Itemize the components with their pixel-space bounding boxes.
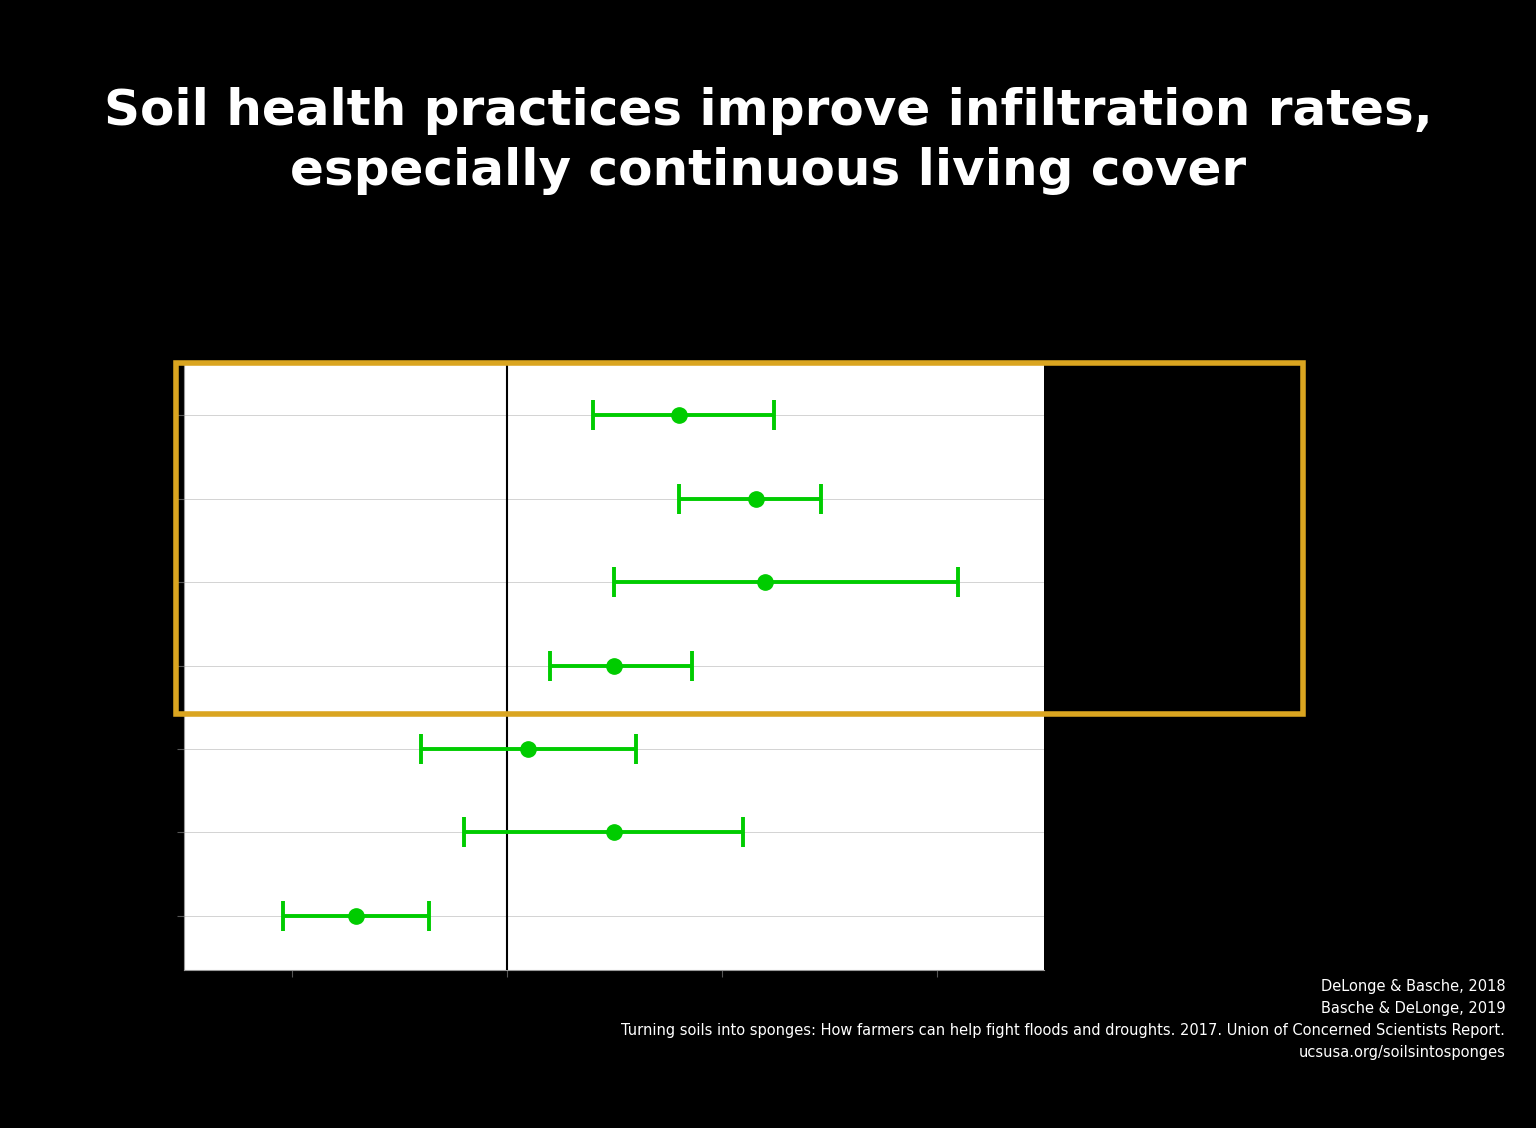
Text: n=207: n=207 (1066, 739, 1137, 759)
Text: n=24: n=24 (1066, 906, 1123, 926)
Text: n=81: n=81 (1066, 405, 1123, 425)
Text: DeLonge & Basche, 2018
Basche & DeLonge, 2019
Turning soils into sponges: How fa: DeLonge & Basche, 2018 Basche & DeLonge,… (622, 979, 1505, 1060)
Text: n=140: n=140 (1066, 488, 1137, 509)
Text: n=40: n=40 (1066, 572, 1123, 592)
Bar (175, 363, 1303, 714)
X-axis label: Percent Change in Infiltration Rate: Percent Change in Infiltration Rate (381, 1019, 848, 1042)
Text: n=81: n=81 (1066, 655, 1123, 676)
Text: n=39: n=39 (1066, 822, 1123, 843)
Text: Soil health practices improve infiltration rates,
especially continuous living c: Soil health practices improve infiltrati… (103, 87, 1433, 195)
